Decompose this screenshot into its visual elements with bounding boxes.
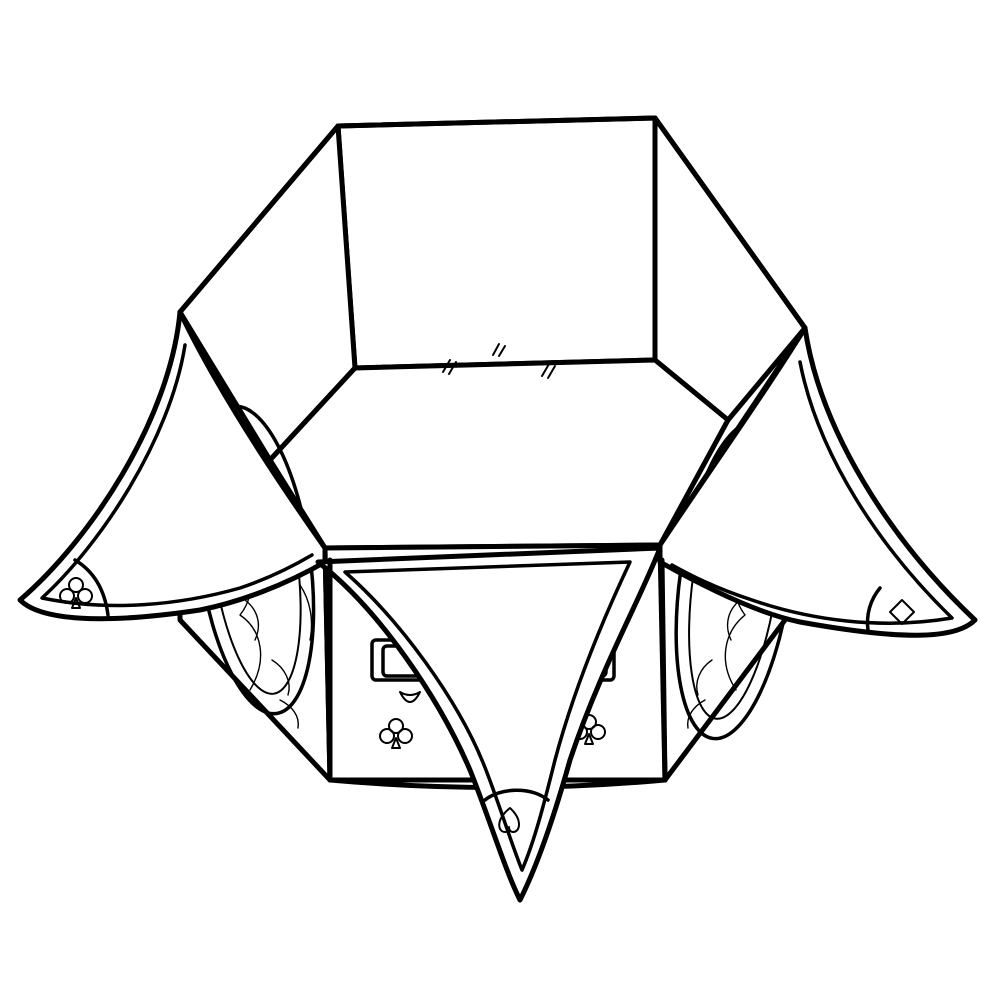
heart-icon	[498, 807, 520, 833]
right-flap	[657, 325, 978, 638]
club-icon	[59, 577, 93, 609]
club-icon	[379, 718, 413, 749]
back-panel	[335, 115, 658, 371]
diamond-icon	[889, 599, 915, 625]
frame-outline	[177, 115, 808, 783]
left-flap	[17, 309, 328, 622]
front-flap	[315, 545, 663, 903]
heart-tip-icon	[399, 691, 421, 703]
